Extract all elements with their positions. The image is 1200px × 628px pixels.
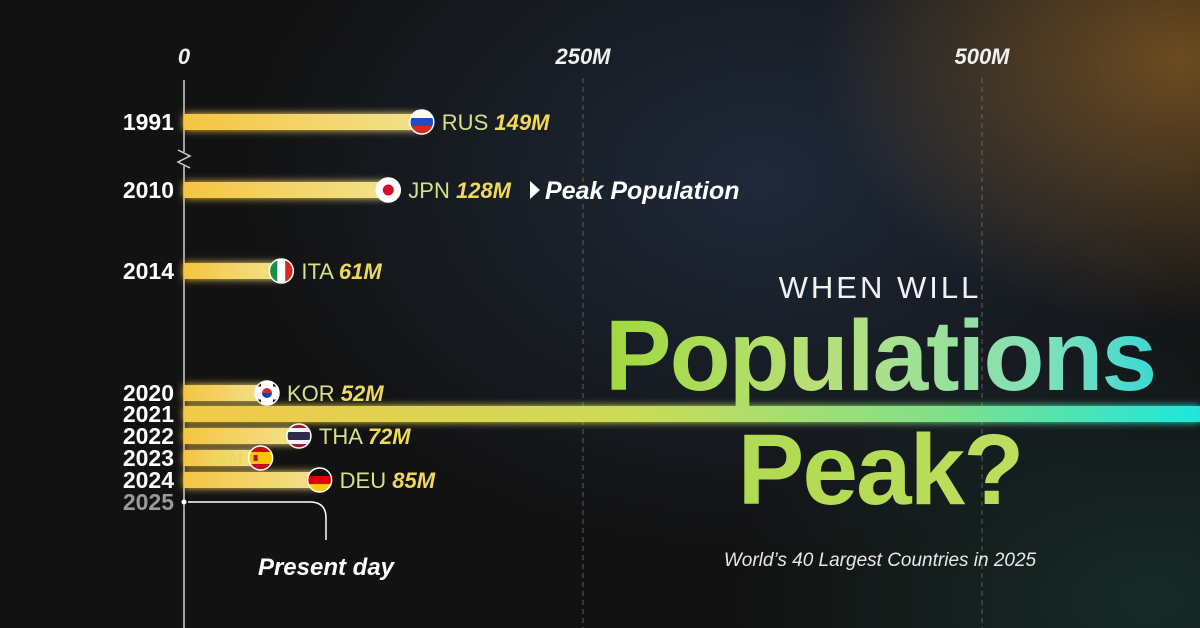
triangle-icon xyxy=(530,181,540,199)
spain-flag-ring xyxy=(247,445,274,471)
bar-label: JPN 128M xyxy=(408,178,511,203)
country-code: KOR xyxy=(287,381,341,406)
flag-stripe xyxy=(269,259,278,283)
bar-label: RUS 149M xyxy=(442,110,550,135)
thailand-flag-ring xyxy=(286,423,312,449)
tick-labels: 0 250M 500M1991201020142020202120222023202… xyxy=(123,44,1010,515)
subtitle: World’s 40 Largest Countries in 2025 xyxy=(723,550,1037,571)
south-korea-flag-ring xyxy=(254,380,280,406)
flag-stripe xyxy=(286,432,311,440)
japan-flag xyxy=(375,177,402,203)
germany-flag-ring xyxy=(306,467,333,493)
flag-stripe xyxy=(248,452,273,464)
year-label: 2021 xyxy=(123,401,174,427)
bar-value-label: 85M xyxy=(392,468,435,493)
bar-value-label: 149M xyxy=(494,110,550,135)
country-code: JPN xyxy=(408,178,456,203)
thailand-flag xyxy=(286,423,312,449)
labels-layer: RUS 149M JPN 128M ITA 61M KOR 52M THA 72M 48M… xyxy=(209,109,550,493)
russia-flag-ring xyxy=(409,109,435,135)
italy-flag-ring xyxy=(268,258,295,284)
bar-1991 xyxy=(184,114,422,130)
flag-stripe xyxy=(307,476,332,484)
year-label: 2014 xyxy=(123,258,174,284)
flag-stripe xyxy=(307,468,332,476)
bar-value-label: 128M xyxy=(456,178,512,203)
flag-stripe xyxy=(409,118,434,126)
south-korea-flag xyxy=(254,380,280,406)
flag-taeguk-bottom xyxy=(261,393,272,398)
x-tick-label: 250M xyxy=(554,44,611,69)
country-code: DEU xyxy=(340,468,393,493)
year-label: 2025 xyxy=(123,489,174,515)
x-tick-label: 0 xyxy=(178,44,191,69)
year-label: 2023 xyxy=(123,445,174,471)
peak-population-label: Peak Population xyxy=(545,177,739,205)
bar-2020 xyxy=(184,385,267,401)
bar-label: KOR 52M xyxy=(287,381,384,406)
russia-flag xyxy=(409,109,435,135)
title-line-3: Peak? xyxy=(600,420,1160,520)
bar-value-label: 48M xyxy=(209,449,244,468)
country-code: ITA xyxy=(301,259,339,284)
present-day-connector xyxy=(188,501,327,540)
flag-disc xyxy=(382,184,394,196)
bar-value-label: 72M xyxy=(368,424,411,449)
flag-stripe xyxy=(409,126,434,134)
annotations-layer: Peak Population Present day xyxy=(181,177,739,581)
present-day-label: Present day xyxy=(258,554,396,581)
germany-flag xyxy=(306,467,333,493)
year-label: 2020 xyxy=(123,380,174,406)
bar-2023 xyxy=(184,450,261,466)
year-label: 2022 xyxy=(123,423,174,449)
flag-stripe xyxy=(409,110,434,118)
germany-flag-fill xyxy=(307,468,332,492)
bar-2014 xyxy=(184,263,282,279)
russia-flag-fill xyxy=(409,110,434,134)
x-tick-label: 500M xyxy=(954,44,1010,69)
bar-2024 xyxy=(184,472,320,488)
japan-flag-ring xyxy=(375,177,402,203)
country-code: RUS xyxy=(442,110,495,135)
italy-flag-fill xyxy=(269,259,294,283)
bars-layer xyxy=(184,114,1200,488)
flag-taeguk-top xyxy=(261,388,272,393)
flag-emblem xyxy=(253,455,258,461)
flag-stripe xyxy=(307,484,332,492)
bar-label: THA 72M xyxy=(319,424,411,449)
bar-label: DEU 85M xyxy=(340,468,436,493)
grid-lines xyxy=(582,78,983,628)
flag-stripe xyxy=(285,259,294,283)
year-label: 1991 xyxy=(123,109,174,135)
axis-break xyxy=(176,149,192,169)
country-code: THA xyxy=(319,424,368,449)
bar-2022 xyxy=(184,428,299,444)
y-axis xyxy=(176,80,192,628)
bar-2010 xyxy=(184,182,389,198)
year-label: 2010 xyxy=(123,177,174,203)
title-line-2: Populations xyxy=(600,306,1160,406)
bar-label: ITA 61M xyxy=(301,259,382,284)
italy-flag xyxy=(268,258,295,284)
title-line-1: WHEN WILL xyxy=(778,270,982,305)
bar-value-label: 52M xyxy=(341,381,384,406)
bar-value-label: 61M xyxy=(339,259,382,284)
year-label: 2024 xyxy=(123,467,174,493)
spain-flag xyxy=(247,445,274,471)
flag-stripe xyxy=(277,259,286,283)
present-marker xyxy=(181,499,187,505)
bar-2021 xyxy=(184,406,1200,422)
